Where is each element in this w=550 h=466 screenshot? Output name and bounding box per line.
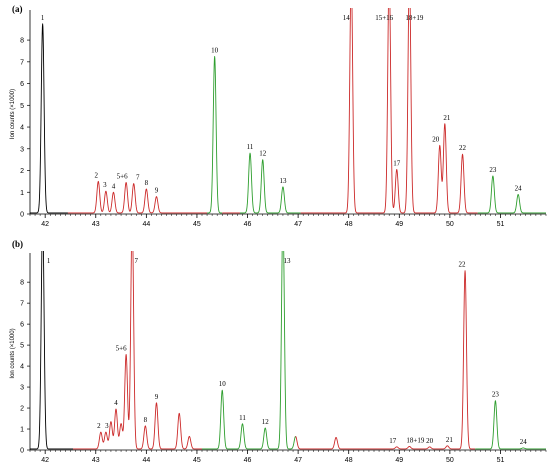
y-tick-label-b-5: 5 [20, 343, 24, 350]
series-line-b-2-red [72, 251, 203, 450]
x-tick-label-a-51: 51 [497, 221, 505, 228]
peak-label-a-4: 4 [112, 182, 116, 190]
peak-label-b-17: 17 [389, 437, 397, 445]
y-tick-label-a-7: 7 [20, 59, 24, 66]
peak-label-b-5-6: 5+6 [116, 345, 127, 353]
peak-label-b-24: 24 [520, 438, 528, 446]
y-tick-label-b-2: 2 [20, 406, 24, 413]
y-tick-label-a-8: 8 [20, 38, 24, 45]
peak-label-b-8: 8 [144, 416, 148, 424]
series-line-b-4-red [295, 270, 476, 450]
y-tick-label-b-6: 6 [20, 322, 24, 329]
traces-a [30, 8, 546, 214]
peak-label-a-20: 20 [432, 136, 440, 144]
y-tick-label-a-5: 5 [20, 103, 24, 110]
peak-label-a-3: 3 [103, 181, 107, 189]
series-line-a-1-black [30, 23, 69, 214]
y-tick-label-b-7: 7 [20, 301, 24, 308]
y-tick-label-a-0: 0 [20, 212, 24, 219]
series-line-a-2-red [67, 180, 208, 214]
peak-label-a-13: 13 [279, 177, 287, 185]
y-tick-label-b-8: 8 [20, 280, 24, 287]
x-tick-label-b-46: 46 [244, 457, 252, 464]
peak-label-a-11: 11 [247, 143, 254, 151]
panel-label-b: (b) [12, 239, 23, 249]
series-line-a-3-green [206, 55, 223, 214]
peak-label-b-3: 3 [105, 422, 109, 430]
peak-label-b-22: 22 [459, 261, 467, 269]
peak-label-a-8: 8 [145, 179, 149, 187]
series-line-b-1-black [30, 251, 74, 450]
peak-label-b-4: 4 [114, 399, 118, 407]
series-line-a-6-red [300, 8, 478, 214]
peak-label-b-2: 2 [97, 422, 101, 430]
peak-label-b-10: 10 [219, 380, 227, 388]
y-tick-label-a-2: 2 [20, 168, 24, 175]
x-tick-label-b-48: 48 [345, 457, 353, 464]
y-tick-label-a-6: 6 [20, 81, 24, 88]
peak-label-b-1: 1 [47, 257, 51, 265]
y-tick-label-b-4: 4 [20, 364, 24, 371]
peak-label-a-22: 22 [459, 144, 467, 152]
peak-label-a-2: 2 [95, 171, 99, 179]
peak-label-b-23: 23 [492, 391, 500, 399]
peak-label-b-21: 21 [446, 436, 454, 444]
x-tick-label-a-48: 48 [345, 221, 353, 228]
x-tick-label-a-43: 43 [92, 221, 100, 228]
peak-label-b-7: 7 [134, 257, 138, 265]
series-line-a-5-green [239, 152, 301, 214]
peak-label-a-9: 9 [155, 187, 159, 195]
y-tick-label-a-3: 3 [20, 146, 24, 153]
peak-label-a-12: 12 [259, 150, 267, 158]
x-tick-label-a-45: 45 [193, 221, 201, 228]
peak-label-b-18-19: 18+19 [406, 436, 424, 444]
x-tick-label-a-47: 47 [294, 221, 302, 228]
x-tick-label-b-49: 49 [395, 457, 403, 464]
x-tick-label-b-47: 47 [294, 457, 302, 464]
peak-label-b-9: 9 [155, 393, 159, 401]
peak-label-b-11: 11 [239, 414, 246, 422]
series-line-a-7-green [477, 175, 546, 214]
x-tick-label-b-50: 50 [446, 457, 454, 464]
peak-label-b-13: 13 [283, 257, 291, 265]
x-tick-label-a-50: 50 [446, 221, 454, 228]
peak-label-a-23: 23 [489, 166, 497, 174]
x-tick-label-b-44: 44 [142, 457, 150, 464]
y-tick-label-a-1: 1 [20, 190, 24, 197]
x-tick-label-b-42: 42 [41, 457, 49, 464]
y-tick-label-b-3: 3 [20, 385, 24, 392]
peak-label-a-1: 1 [41, 14, 45, 22]
panel-label-a: (a) [12, 4, 23, 14]
peak-label-a-15-16: 15+16 [375, 14, 393, 22]
peak-label-a-7: 7 [136, 174, 140, 182]
x-tick-label-a-49: 49 [395, 221, 403, 228]
x-tick-label-a-44: 44 [142, 221, 150, 228]
peak-label-a-14: 14 [343, 14, 351, 22]
peak-label-a-10: 10 [211, 46, 219, 54]
y-axis-title-b: Ion counts (×1000) [10, 328, 16, 378]
series-line-b-3-green [201, 251, 296, 450]
series-line-b-5-green [474, 400, 546, 450]
x-tick-label-a-42: 42 [41, 221, 49, 228]
x-tick-label-b-45: 45 [193, 457, 201, 464]
y-tick-label-a-4: 4 [20, 125, 24, 132]
peak-label-a-18-19: 18+19 [405, 14, 423, 22]
x-tick-label-b-43: 43 [92, 457, 100, 464]
x-tick-label-a-46: 46 [244, 221, 252, 228]
peak-label-a-17: 17 [393, 159, 401, 167]
traces-b [30, 251, 546, 450]
y-axis-title-a: Ion counts (×1000) [10, 89, 16, 139]
x-tick-label-b-51: 51 [497, 457, 505, 464]
y-tick-label-b-1: 1 [20, 427, 24, 434]
peak-label-b-12: 12 [262, 418, 270, 426]
peak-label-a-21: 21 [443, 114, 451, 122]
y-tick-label-b-0: 0 [20, 448, 24, 455]
peak-label-a-5-6: 5+6 [117, 172, 128, 180]
peak-label-a-24: 24 [515, 184, 523, 192]
peak-label-b-20: 20 [426, 437, 434, 445]
